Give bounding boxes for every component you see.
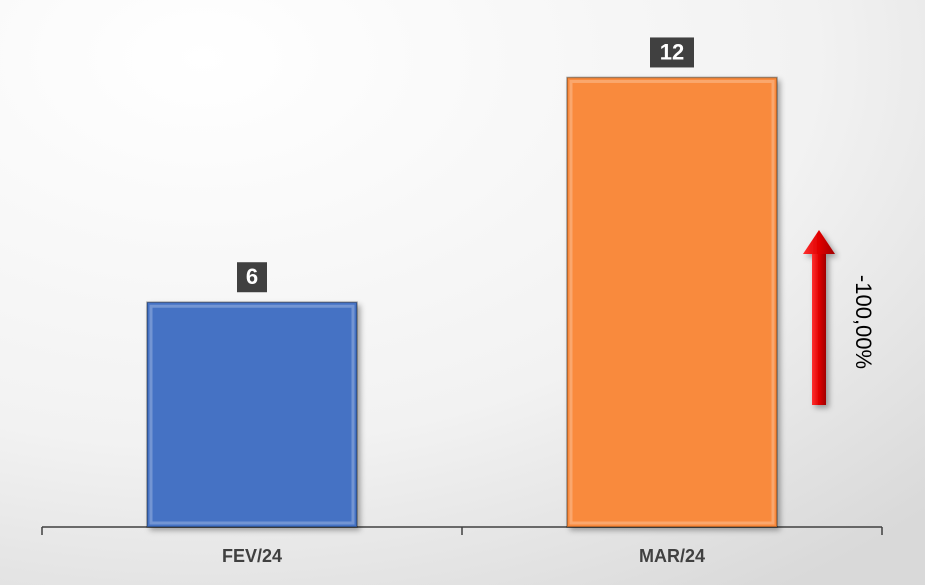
x-tick-label: FEV/24 (222, 546, 282, 566)
bar-bevel (569, 79, 775, 525)
bar (566, 76, 778, 528)
data-label-box (237, 262, 267, 293)
bar-bevel (149, 304, 355, 525)
annotation: -100,00% (851, 275, 876, 369)
x-tick-label: MAR/24 (639, 546, 705, 566)
data-label-box (650, 37, 694, 68)
data-label: 12 (660, 39, 684, 64)
bar (146, 301, 358, 528)
growth-arrow (803, 230, 835, 405)
data-label: 6 (246, 264, 258, 289)
